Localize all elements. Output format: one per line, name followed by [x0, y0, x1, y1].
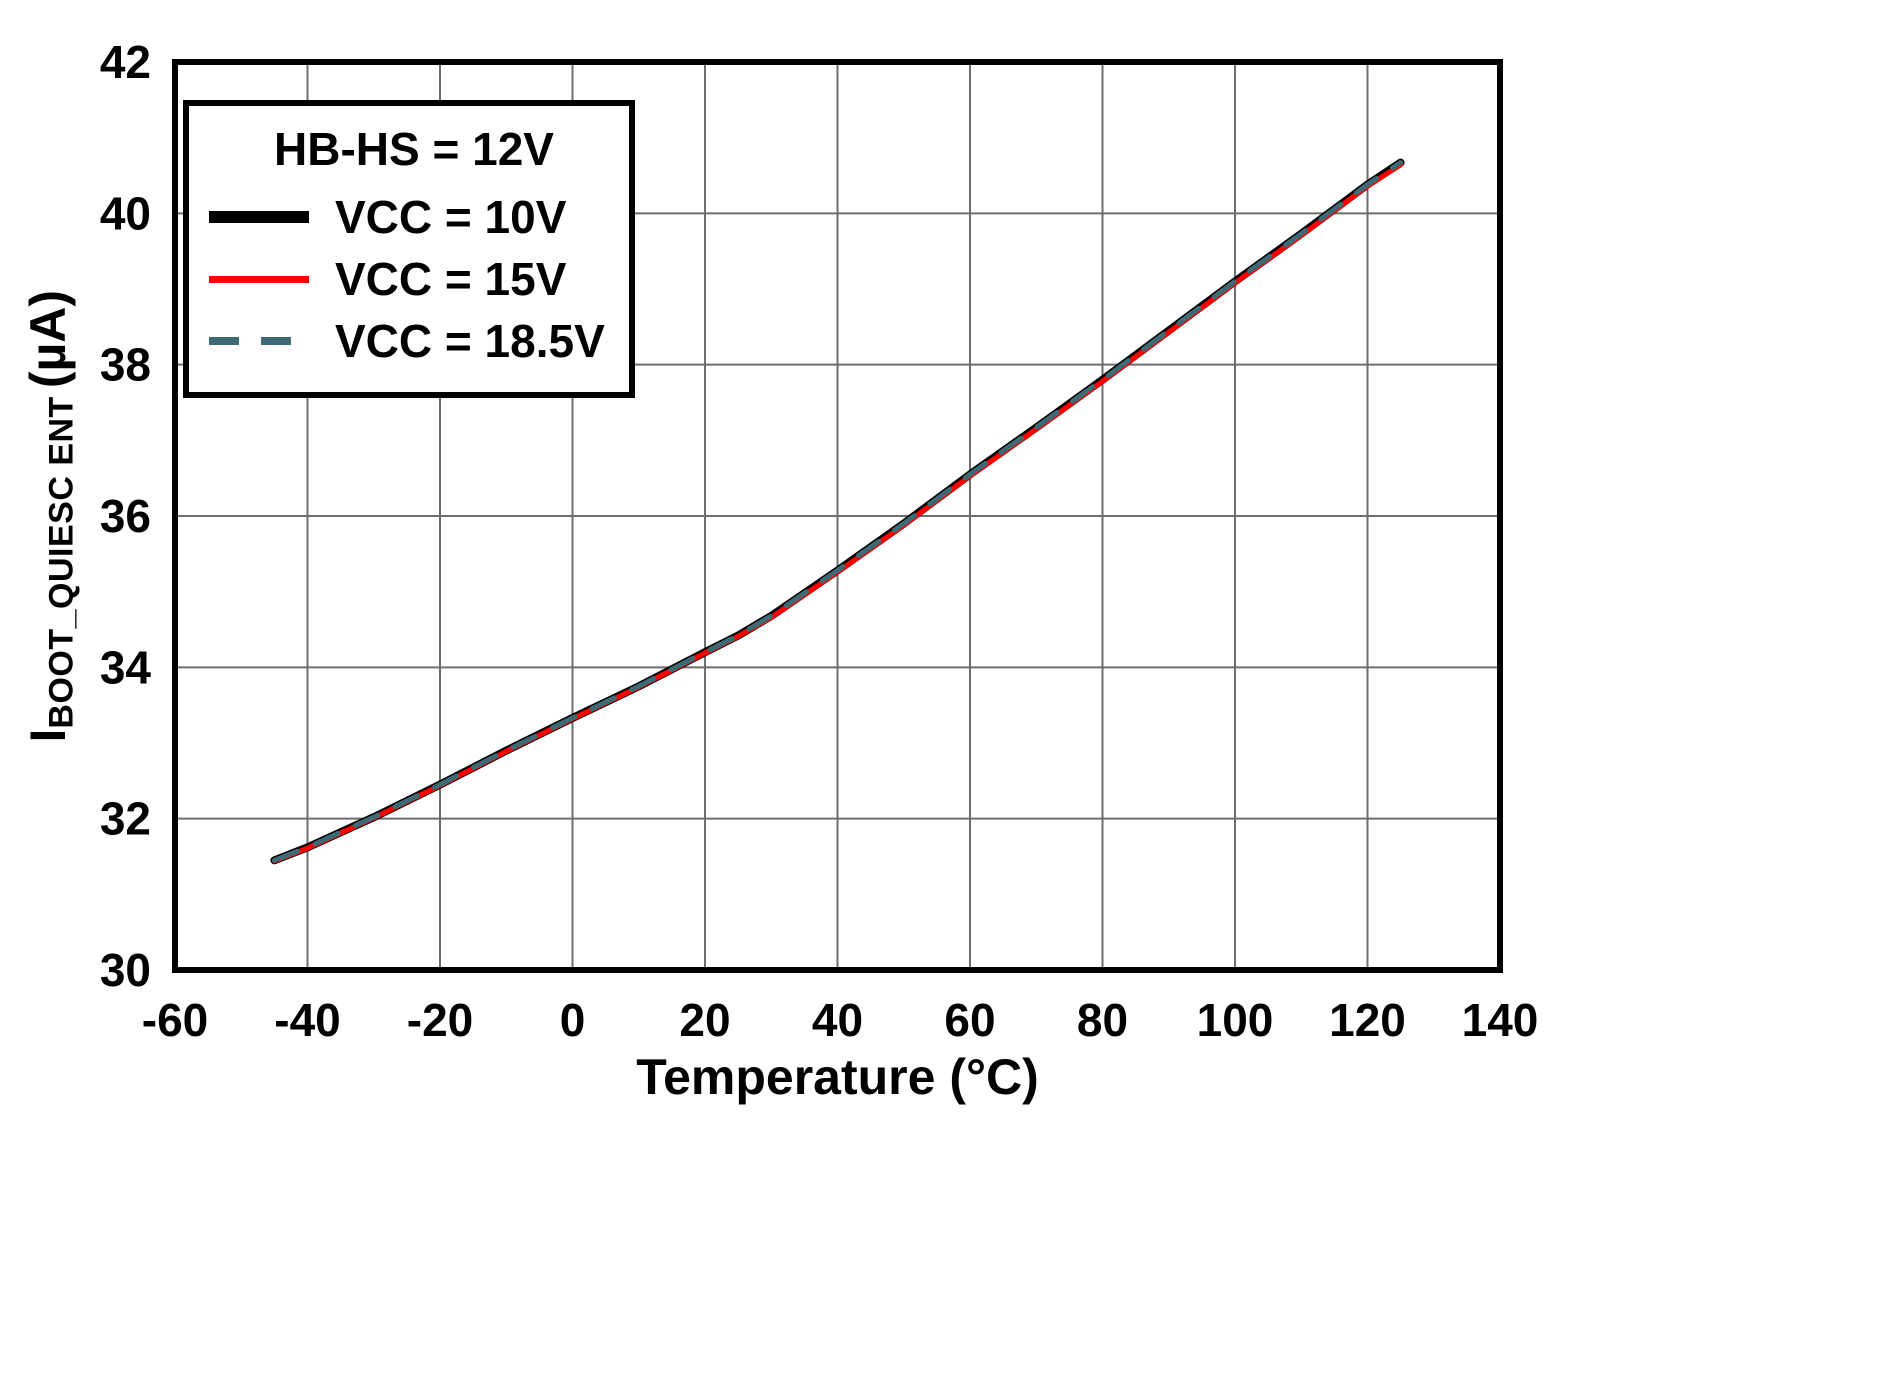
legend-item-vcc-15v: VCC = 15V — [209, 248, 619, 310]
x-tick-label: -40 — [274, 994, 340, 1046]
x-tick-label: -20 — [407, 994, 473, 1046]
x-axis-title: Temperature (°C) — [636, 1049, 1039, 1105]
x-tick-label: 0 — [560, 994, 586, 1046]
legend-box: HB-HS = 12V VCC = 10V VCC = 15V VCC = 18… — [183, 100, 635, 398]
y-tick-label: 42 — [100, 36, 151, 88]
y-axis-symbol: I — [19, 728, 76, 743]
legend-label-vcc-10v: VCC = 10V — [335, 191, 567, 243]
x-tick-label: 120 — [1329, 994, 1406, 1046]
y-axis-title-text: IBOOT_QUIESC ENT (µA) — [19, 290, 81, 743]
x-tick-label: 100 — [1197, 994, 1274, 1046]
x-tick-label: 40 — [812, 994, 863, 1046]
legend-swatch-vcc-15v — [209, 275, 309, 283]
x-tick-label: 140 — [1462, 994, 1539, 1046]
series-line-vcc-18-5v — [271, 160, 1404, 863]
y-axis-unit: (µA) — [19, 289, 76, 388]
legend-item-vcc-10v: VCC = 10V — [209, 186, 619, 248]
x-tick-label: 80 — [1077, 994, 1128, 1046]
x-tick-label: 20 — [679, 994, 730, 1046]
legend-label-vcc-18-5v: VCC = 18.5V — [335, 315, 605, 367]
y-tick-label: 30 — [100, 944, 151, 996]
x-tick-label: -60 — [142, 994, 208, 1046]
plot-frame — [172, 59, 1503, 973]
y-axis-title: IBOOT_QUIESC ENT (µA) — [0, 62, 100, 970]
y-axis-subscript: BOOT_QUIESC ENT — [42, 395, 81, 729]
y-tick-label: 40 — [100, 187, 151, 239]
y-tick-label: 32 — [100, 793, 151, 845]
y-tick-label: 34 — [100, 641, 152, 693]
legend-swatch-vcc-10v — [209, 211, 309, 223]
legend-swatch-vcc-18-5v — [209, 337, 309, 345]
y-tick-label: 36 — [100, 490, 151, 542]
legend-title: HB-HS = 12V — [274, 123, 554, 175]
y-tick-label: 38 — [100, 339, 151, 391]
legend-item-vcc-18-5v: VCC = 18.5V — [209, 310, 619, 372]
legend-label-vcc-15v: VCC = 15V — [335, 253, 567, 305]
x-tick-label: 60 — [944, 994, 995, 1046]
